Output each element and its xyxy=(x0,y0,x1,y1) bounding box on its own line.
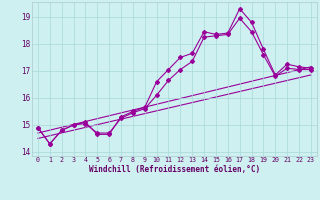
X-axis label: Windchill (Refroidissement éolien,°C): Windchill (Refroidissement éolien,°C) xyxy=(89,165,260,174)
